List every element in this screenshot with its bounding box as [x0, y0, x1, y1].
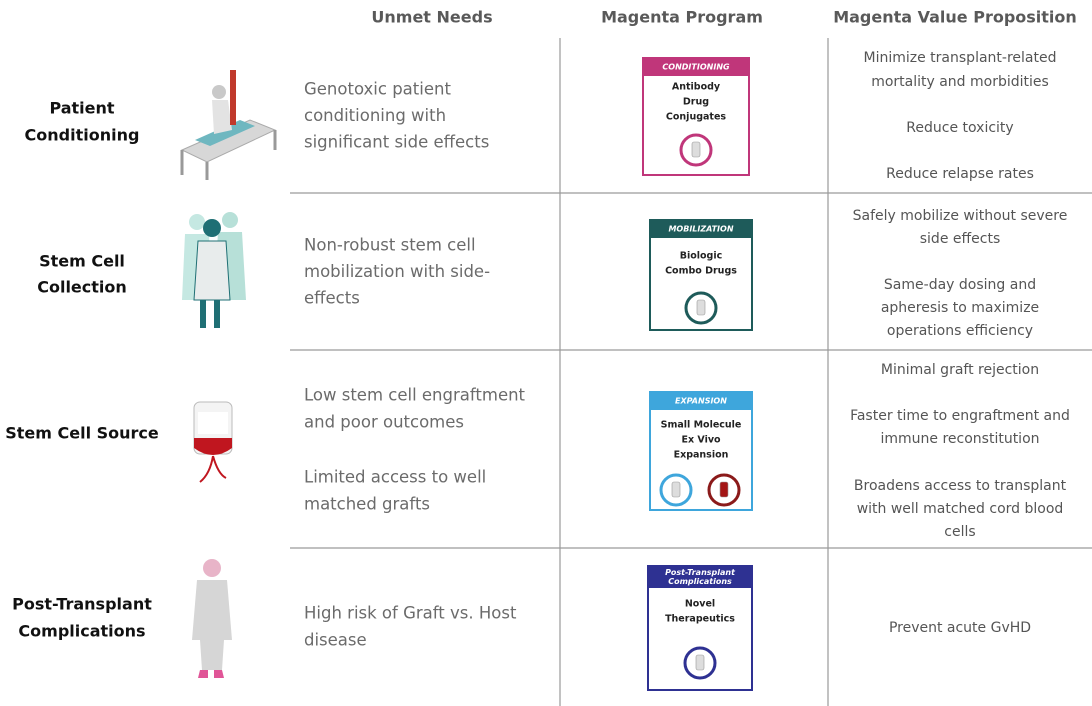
program-name: Small Molecule — [661, 420, 742, 431]
program-name: Conjugates — [666, 112, 726, 123]
program-name: Biologic — [680, 251, 723, 262]
vial — [695, 654, 705, 671]
value-proposition: Same-day dosing and — [884, 277, 1036, 293]
icon-donors — [182, 212, 246, 328]
card-band — [650, 220, 752, 238]
column-header: Magenta Program — [601, 8, 763, 27]
stage-label: Collection — [37, 278, 127, 297]
card-tag: MOBILIZATION — [668, 225, 733, 234]
unmet-need: Non-robust stem cell — [304, 236, 476, 255]
vial — [696, 299, 706, 316]
unmet-need: and poor outcomes — [304, 413, 464, 432]
program-name: Ex Vivo — [681, 435, 721, 446]
value-proposition: with well matched cord blood — [857, 501, 1064, 517]
row: Patient Conditioning Genotoxic patient cond… — [25, 50, 1057, 182]
unmet-need: Limited access to well — [304, 468, 486, 487]
card-tag: Post-Transplant — [665, 568, 736, 577]
vial — [691, 141, 701, 158]
unmet-need: disease — [304, 631, 367, 650]
program-name: Combo Drugs — [665, 266, 737, 277]
stage-label: Conditioning — [25, 126, 140, 145]
unmet-need: conditioning with — [304, 106, 446, 125]
icon-hospital-bed — [180, 70, 277, 180]
program-name: Drug — [683, 97, 709, 108]
column-header: Unmet Needs — [371, 8, 492, 27]
program-name: Novel — [685, 599, 715, 610]
value-proposition: side effects — [920, 231, 1001, 247]
stage-label: Stem Cell — [39, 252, 125, 271]
value-proposition: Broadens access to transplant — [854, 478, 1067, 494]
unmet-need: effects — [304, 289, 360, 308]
unmet-need: matched grafts — [304, 495, 430, 514]
unmet-need: Low stem cell engraftment — [304, 386, 526, 405]
program-card: CONDITIONING Antibody Drug Conjugates — [642, 57, 750, 176]
row: Stem Cell Collection Non-robust stem cell m… — [37, 208, 1067, 339]
program-name: Expansion — [674, 450, 729, 461]
card-tag: CONDITIONING — [662, 63, 730, 72]
value-proposition: Minimize transplant-related — [864, 50, 1057, 66]
stage-label: Complications — [18, 622, 145, 641]
value-proposition: apheresis to maximize — [881, 300, 1039, 316]
grid — [290, 38, 1092, 706]
unmet-need: Genotoxic patient — [304, 80, 451, 99]
card-tag: Complications — [668, 577, 732, 586]
column-header: Magenta Value Proposition — [833, 8, 1077, 27]
value-proposition: Faster time to engraftment and — [850, 408, 1070, 424]
value-proposition: Safely mobilize without severe — [853, 208, 1068, 224]
value-proposition: cells — [944, 524, 975, 540]
value-proposition: operations efficiency — [887, 323, 1033, 339]
program-name: Therapeutics — [665, 614, 735, 625]
card-band — [643, 58, 749, 76]
value-proposition: immune reconstitution — [880, 431, 1039, 447]
program-card: MOBILIZATION Biologic Combo Drugs — [649, 219, 753, 331]
vial — [671, 481, 681, 498]
value-proposition: Reduce toxicity — [906, 120, 1013, 136]
unmet-need: significant side effects — [304, 133, 489, 152]
stage-label: Patient — [49, 99, 114, 118]
row: Stem Cell Source Low stem cell engraftmen… — [5, 362, 1070, 540]
icon-blood-bag — [193, 401, 233, 483]
stage-label: Post-Transplant — [12, 595, 152, 614]
program-card: EXPANSION Small Molecule Ex Vivo Expansion — [649, 391, 753, 511]
value-proposition: mortality and morbidities — [871, 74, 1049, 90]
unmet-need: mobilization with side- — [304, 262, 490, 281]
stage-label: Stem Cell Source — [5, 424, 159, 443]
program-name: Antibody — [672, 82, 721, 93]
value-proposition: Reduce relapse rates — [886, 166, 1034, 182]
value-proposition: Minimal graft rejection — [881, 362, 1039, 378]
card-band — [648, 566, 752, 588]
card-band — [650, 392, 752, 410]
icon-patient — [192, 559, 232, 678]
card-tag: EXPANSION — [675, 397, 727, 406]
vial — [719, 481, 729, 498]
value-proposition: Prevent acute GvHD — [889, 620, 1031, 636]
unmet-need: High risk of Graft vs. Host — [304, 604, 517, 623]
